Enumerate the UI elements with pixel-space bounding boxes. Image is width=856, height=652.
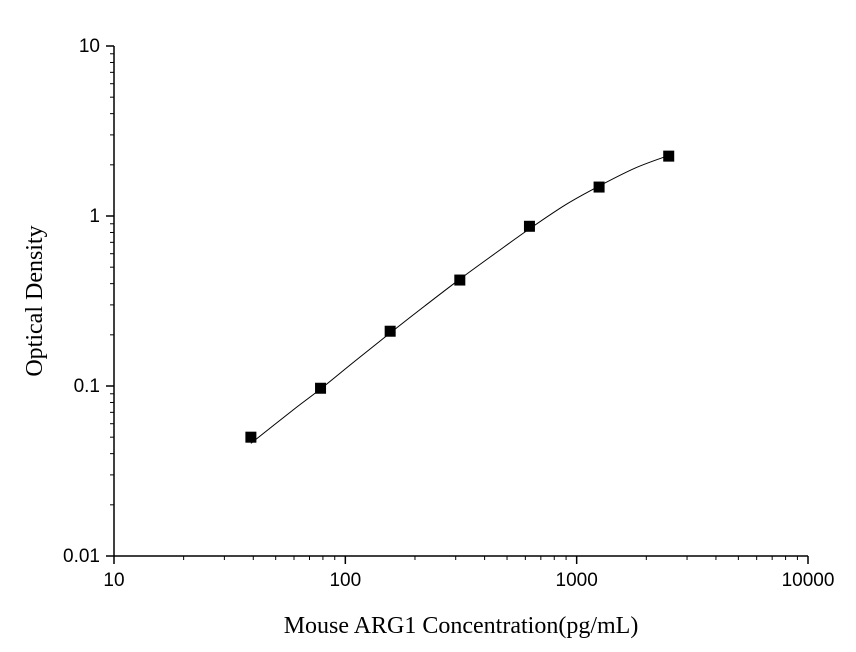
tick-labels-layer: 10 100 1000 10000 0.01 0.1 1 10 xyxy=(63,36,834,591)
y-tick-label: 1 xyxy=(89,206,100,227)
fit-curve-layer xyxy=(250,155,669,444)
fit-curve xyxy=(250,155,669,444)
y-axis-title: Optical Density xyxy=(22,225,48,376)
x-tick-label: 10000 xyxy=(782,570,835,591)
y-tick-label: 10 xyxy=(79,36,100,57)
data-point xyxy=(663,150,675,162)
data-point xyxy=(315,382,327,394)
x-tick-label: 10 xyxy=(103,570,124,591)
x-tick-label: 1000 xyxy=(556,570,598,591)
x-tick-label: 100 xyxy=(329,570,361,591)
data-points-layer xyxy=(245,150,675,443)
data-point xyxy=(523,220,535,232)
x-axis-title: Mouse ARG1 Concentration(pg/mL) xyxy=(284,613,639,639)
y-tick-label: 0.01 xyxy=(63,546,100,567)
data-point xyxy=(593,181,605,193)
axes xyxy=(106,45,809,564)
data-point xyxy=(384,325,396,337)
data-point xyxy=(454,274,466,286)
y-tick-label: 0.1 xyxy=(74,376,100,397)
data-point xyxy=(245,431,257,443)
